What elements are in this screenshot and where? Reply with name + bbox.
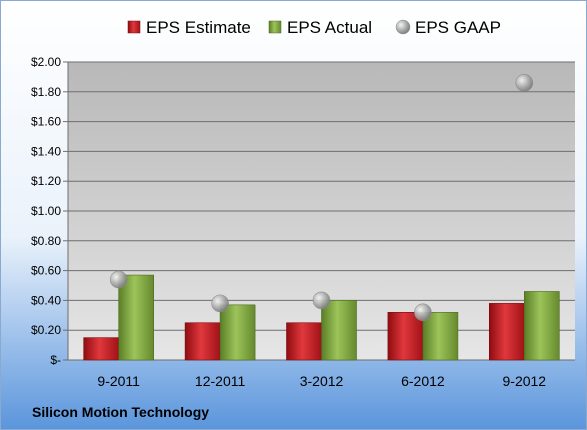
gaap-point — [312, 291, 331, 310]
legend-label: EPS Estimate — [146, 18, 251, 37]
x-axis-labels: 9-2011 12-2011 3-2012 6-2012 9-2012 — [97, 373, 546, 389]
company-name: Silicon Motion Technology — [32, 404, 209, 420]
legend-gaap-swatch — [395, 19, 411, 35]
x-tick-label: 3-2012 — [300, 373, 344, 389]
y-tick-label: $0.20 — [31, 323, 61, 337]
gaap-point — [211, 294, 229, 313]
estimate-bar — [286, 322, 322, 361]
gaap-point — [414, 303, 432, 322]
gaap-points — [109, 74, 534, 322]
x-tick-label: 6-2012 — [401, 373, 445, 389]
actual-bar — [321, 300, 357, 361]
actual-bar — [523, 291, 560, 361]
gridlines — [68, 61, 575, 361]
legend: EPS Estimate EPS Actual EPS GAAP — [127, 18, 501, 37]
legend-label: EPS GAAP — [415, 18, 501, 37]
bars — [83, 274, 560, 361]
x-tick-label: 9-2011 — [97, 373, 140, 389]
estimate-bar — [387, 312, 424, 361]
y-tick-label: $1.00 — [31, 204, 61, 218]
estimate-bar — [184, 322, 221, 361]
y-axis-ticks: $- $0.20 $0.40 $0.60 $0.80 $1.00 $1.20 $1.40 $1.… — [31, 55, 69, 367]
y-tick-label: $0.80 — [31, 234, 61, 248]
legend-label: EPS Actual — [287, 18, 372, 37]
y-tick-label: $1.80 — [31, 85, 61, 99]
gaap-point — [109, 270, 128, 289]
estimate-bar — [83, 337, 119, 361]
y-tick-label: $1.20 — [31, 174, 61, 188]
gaap-point — [515, 74, 534, 92]
actual-bar — [118, 274, 154, 361]
legend-estimate-swatch — [127, 20, 141, 34]
y-tick-label: $1.40 — [31, 144, 61, 158]
y-tick-label: $0.60 — [31, 264, 61, 278]
y-tick-label: $0.40 — [31, 293, 61, 307]
y-tick-label: $- — [50, 353, 61, 367]
y-tick-label: $2.00 — [31, 55, 61, 69]
actual-bar — [219, 304, 256, 361]
actual-bar — [422, 312, 459, 361]
x-tick-label: 9-2012 — [503, 373, 547, 389]
y-tick-label: $1.60 — [31, 115, 61, 129]
estimate-bar — [488, 303, 525, 361]
legend-actual-swatch — [268, 20, 282, 34]
x-tick-label: 12-2011 — [195, 373, 246, 389]
